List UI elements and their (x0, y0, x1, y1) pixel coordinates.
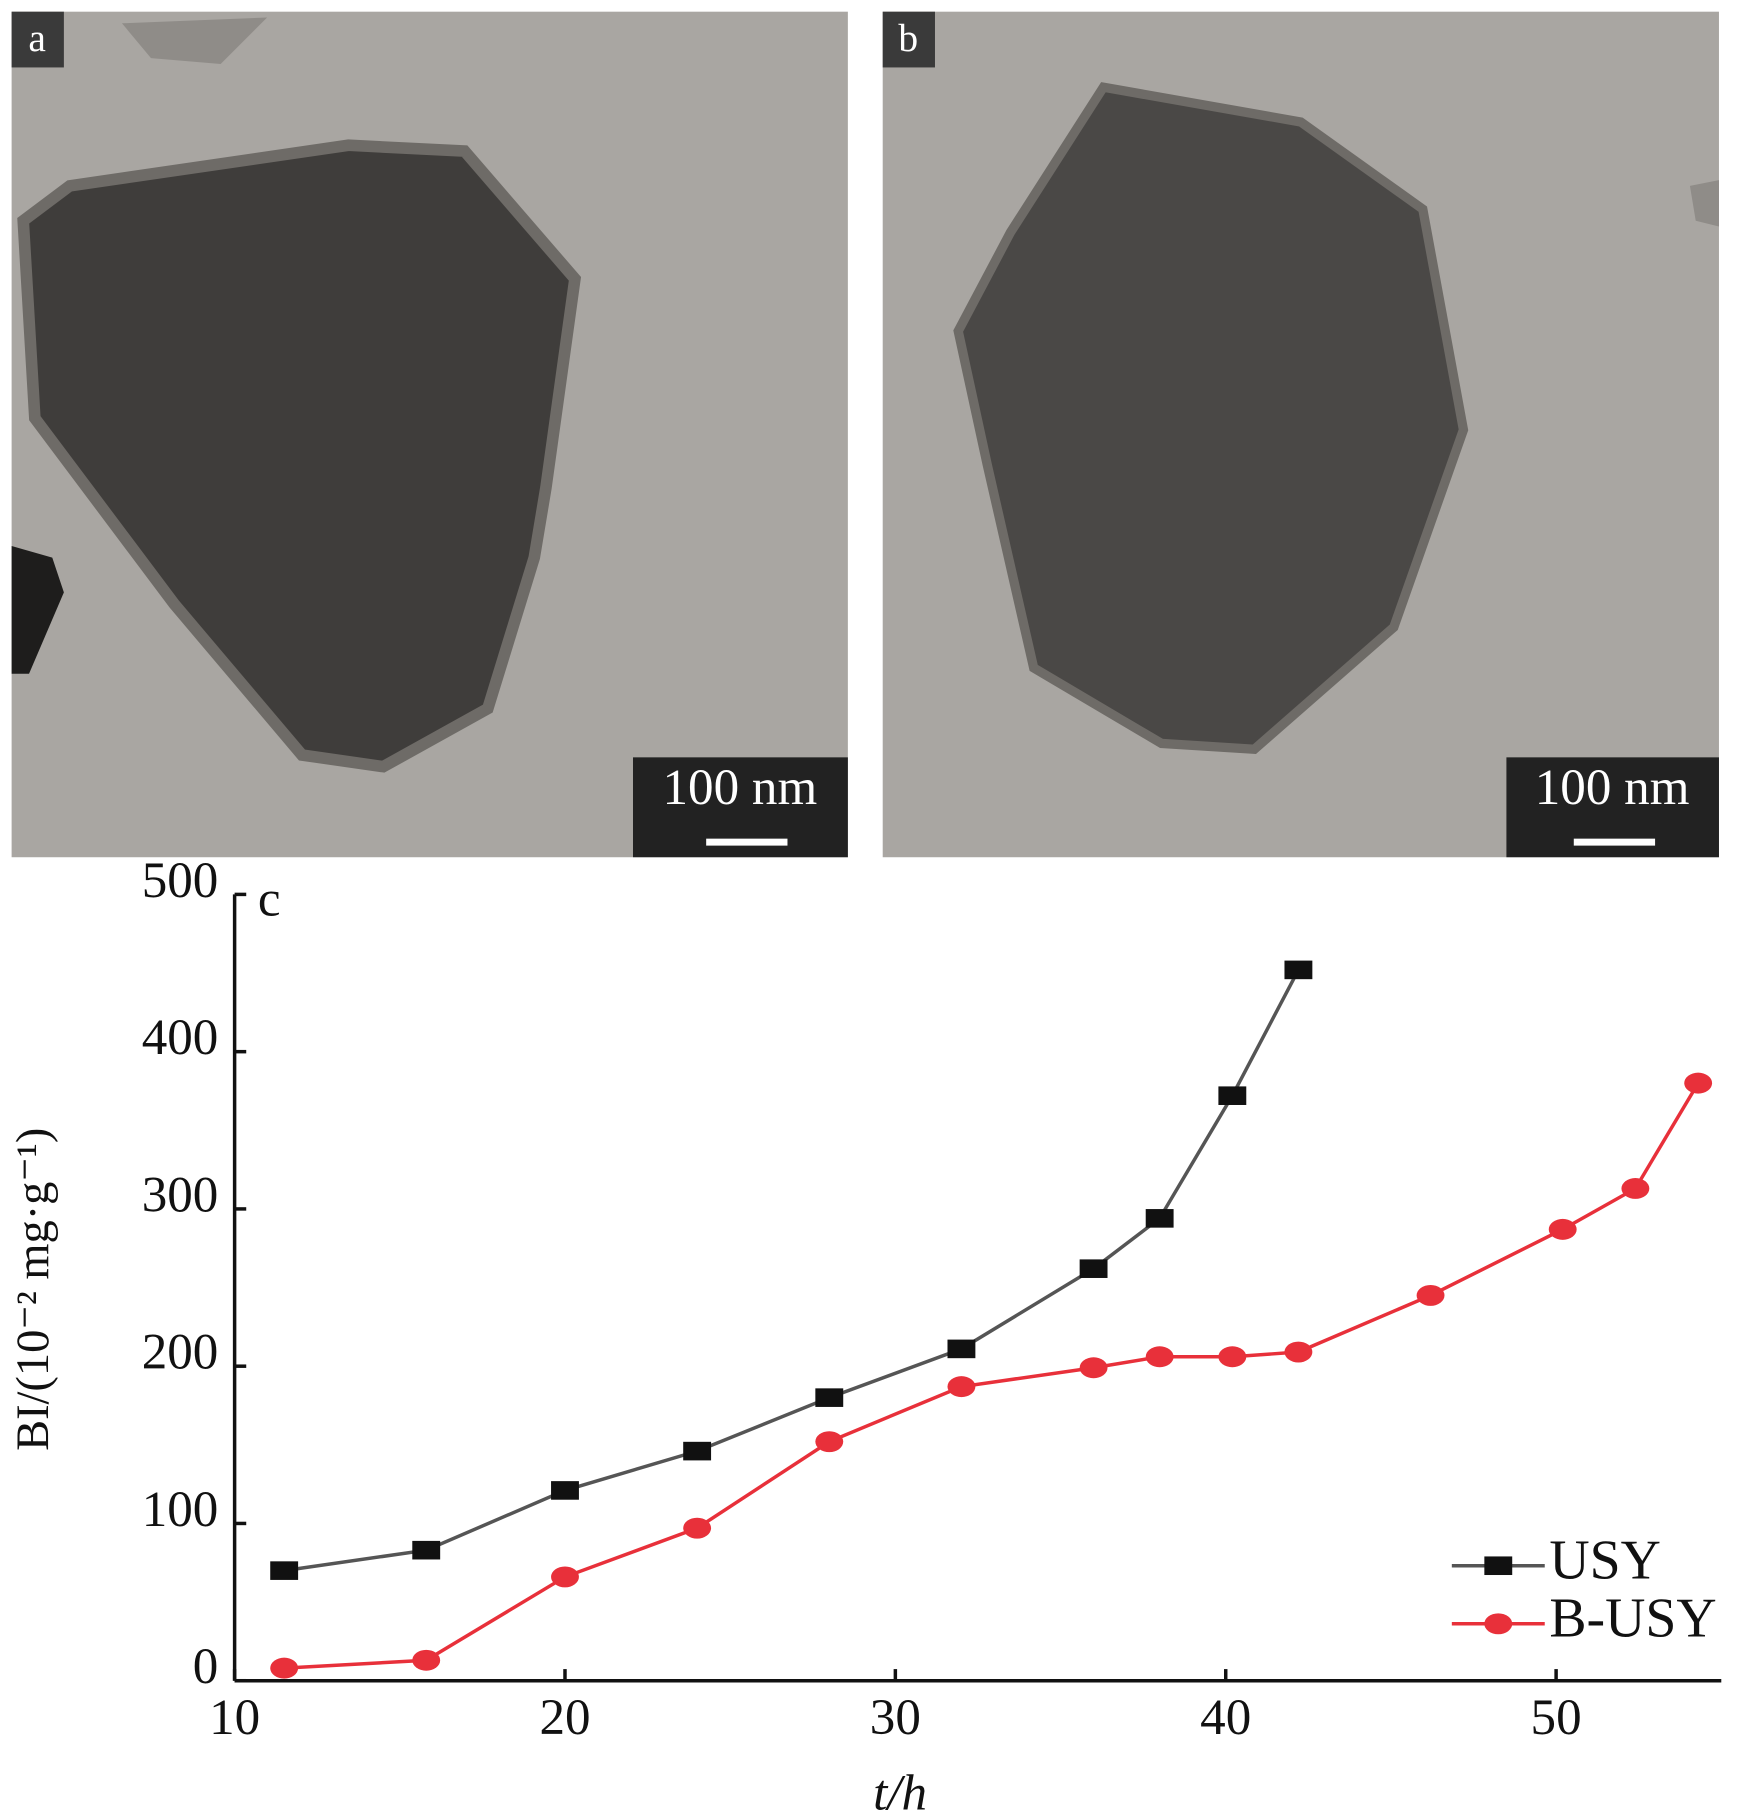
marker (1548, 1218, 1577, 1240)
y-tick-label: 200 (142, 1324, 219, 1381)
marker (270, 1657, 299, 1679)
marker (1684, 1072, 1713, 1094)
marker (270, 1561, 299, 1580)
marker (551, 1481, 579, 1500)
legend-marker (1484, 1613, 1513, 1635)
y-tick-label: 400 (142, 1009, 219, 1066)
marker (683, 1517, 712, 1539)
micrograph-b: b 100 nm (882, 11, 1719, 858)
marker (1079, 1357, 1108, 1379)
scale-bar-label: 100 nm (1535, 759, 1690, 816)
marker (1284, 1341, 1313, 1363)
marker (683, 1441, 712, 1461)
marker (947, 1376, 976, 1398)
y-tick-label: 100 (142, 1481, 219, 1538)
panel-label: c (258, 870, 281, 927)
marker (412, 1649, 441, 1671)
marker (1218, 1086, 1247, 1105)
legend-label: B-USY (1549, 1588, 1716, 1650)
panel-label: b (898, 16, 918, 60)
marker (551, 1566, 579, 1588)
marker (815, 1388, 844, 1407)
marker (1416, 1284, 1445, 1306)
x-tick-label: 40 (1200, 1689, 1251, 1746)
marker (1079, 1259, 1108, 1278)
marker (815, 1431, 844, 1453)
marker (412, 1540, 441, 1560)
series-line (283, 969, 1300, 1573)
x-axis-label: t/h (873, 1765, 927, 1819)
y-tick-label: 300 (142, 1166, 219, 1223)
series-line (284, 1082, 1700, 1670)
marker (1218, 1346, 1247, 1368)
micrograph-a: a 100 nm (11, 11, 848, 858)
y-tick-label: 500 (142, 852, 219, 909)
legend-marker (1484, 1556, 1513, 1576)
y-tick-label: 0 (193, 1638, 219, 1695)
panel-label: a (28, 16, 46, 60)
marker (1284, 960, 1313, 980)
marker (1145, 1346, 1174, 1368)
legend-label: USY (1549, 1530, 1661, 1592)
scale-bar-label: 100 nm (662, 759, 817, 816)
x-tick-label: 10 (209, 1689, 260, 1746)
x-tick-label: 50 (1531, 1689, 1582, 1746)
marker (947, 1339, 976, 1359)
marker (1145, 1209, 1174, 1228)
y-axis-label: BI/(10⁻² mg·g⁻¹) (8, 1128, 59, 1451)
marker (1621, 1178, 1650, 1199)
x-tick-label: 30 (870, 1689, 921, 1746)
chart: c t/h BI/(10⁻² mg·g⁻¹) 0 100 200 300 400 500 1… (8, 852, 1722, 1819)
x-tick-label: 20 (539, 1689, 590, 1746)
